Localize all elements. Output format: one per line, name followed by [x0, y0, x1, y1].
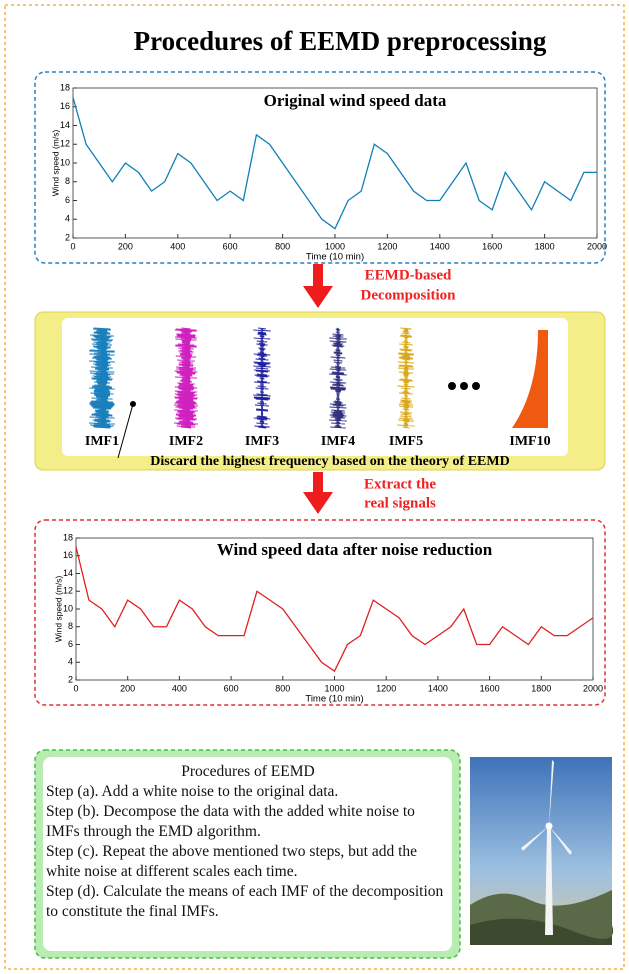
x-axis-label: Time (10 min)	[305, 694, 363, 705]
imf-label: IMF1	[85, 434, 119, 449]
x-tick-label: 1200	[377, 241, 397, 251]
y-tick-label: 16	[60, 101, 70, 111]
plot-area	[72, 87, 598, 239]
x-tick-label: 1600	[480, 683, 500, 693]
x-tick-label: 2000	[583, 683, 603, 693]
x-tick-label: 800	[275, 241, 290, 251]
x-tick-label: 600	[223, 241, 238, 251]
data-line	[72, 97, 597, 230]
x-tick-label: 1800	[531, 683, 551, 693]
x-tick-label: 1000	[325, 241, 345, 251]
chart-frame	[34, 519, 606, 706]
y-tick-label: 4	[65, 214, 70, 224]
data-line	[75, 546, 594, 673]
x-tick-label: 1800	[535, 241, 555, 251]
imf-signal	[397, 327, 415, 429]
y-tick-label: 8	[65, 176, 70, 186]
y-tick-label: 10	[60, 157, 70, 167]
procedures: Procedures of EEMD Step (a). Add a white…	[46, 762, 450, 922]
imf-inner	[62, 318, 568, 456]
imf-label: IMF10	[509, 434, 550, 449]
y-tick-label: 12	[60, 139, 70, 149]
x-tick-label: 400	[170, 241, 185, 251]
procedure-step: Step (a). Add a white noise to the origi…	[46, 783, 339, 800]
y-tick-label: 12	[63, 586, 73, 596]
imf-label: IMF2	[169, 434, 203, 449]
x-tick-label: 600	[224, 683, 239, 693]
y-tick-label: 6	[68, 639, 73, 649]
y-tick-label: 10	[63, 603, 73, 613]
outer-frame	[4, 4, 625, 970]
x-tick-label: 400	[172, 683, 187, 693]
imf-label: IMF5	[389, 434, 423, 449]
x-axis-label: Time (10 min)	[306, 252, 364, 263]
x-tick-label: 200	[120, 683, 135, 693]
plot-area	[75, 537, 594, 681]
x-tick-label: 0	[70, 241, 75, 251]
x-tick-label: 1600	[482, 241, 502, 251]
pointer-line	[117, 403, 134, 459]
arrow-label: EEMD-based	[365, 267, 452, 283]
y-tick-label: 16	[63, 550, 73, 560]
procedure-step: Step (d). Calculate the means of each IM…	[46, 883, 444, 920]
x-tick-label: 0	[73, 683, 78, 693]
y-axis-label: Wind speed (m/s)	[50, 130, 60, 197]
chart-title: Wind speed data after noise reduction	[217, 540, 493, 559]
x-tick-label: 200	[118, 241, 133, 251]
x-tick-label: 1400	[428, 683, 448, 693]
chart-frame	[34, 71, 606, 264]
y-tick-label: 18	[60, 82, 70, 92]
x-tick-label: 1200	[376, 683, 396, 693]
imf-signal	[89, 327, 115, 429]
y-axis-label: Wind speed (m/s)	[53, 576, 63, 643]
x-tick-label: 2000	[587, 241, 607, 251]
y-tick-label: 6	[65, 195, 70, 205]
imf-label: IMF4	[321, 434, 355, 449]
y-tick-label: 14	[60, 120, 70, 130]
y-tick-label: 18	[63, 532, 73, 542]
x-tick-label: 800	[275, 683, 290, 693]
arrow-label: Extract the	[364, 476, 436, 492]
procedure-step: Step (c). Repeat the above mentioned two…	[46, 843, 418, 880]
discard-note: Discard the highest frequency based on t…	[150, 454, 509, 469]
imf-signal	[174, 327, 198, 429]
y-tick-label: 8	[68, 621, 73, 631]
arrow	[303, 472, 333, 514]
title: Procedures of EEMD preprocessing	[134, 26, 547, 56]
procedures-title: Procedures of EEMD	[181, 763, 315, 780]
imf-signal	[253, 327, 271, 429]
y-tick-label: 14	[63, 568, 73, 578]
arrow	[303, 264, 333, 308]
x-tick-label: 1400	[430, 241, 450, 251]
procedure-step: Step (b). Decompose the data with the ad…	[46, 803, 415, 840]
procedures-inner	[43, 757, 452, 951]
y-tick-label: 2	[65, 232, 70, 242]
arrow-label: Decomposition	[361, 287, 457, 303]
ellipsis	[448, 382, 480, 390]
y-tick-label: 2	[68, 674, 73, 684]
chart-title: Original wind speed data	[264, 91, 447, 110]
imf-label: IMF3	[245, 434, 279, 449]
y-tick-label: 4	[68, 657, 73, 667]
turbine-photo	[470, 757, 614, 945]
imf-signal	[329, 327, 347, 429]
imf-signal	[512, 330, 548, 428]
x-tick-label: 1000	[324, 683, 344, 693]
arrow-label: real signals	[364, 495, 436, 511]
